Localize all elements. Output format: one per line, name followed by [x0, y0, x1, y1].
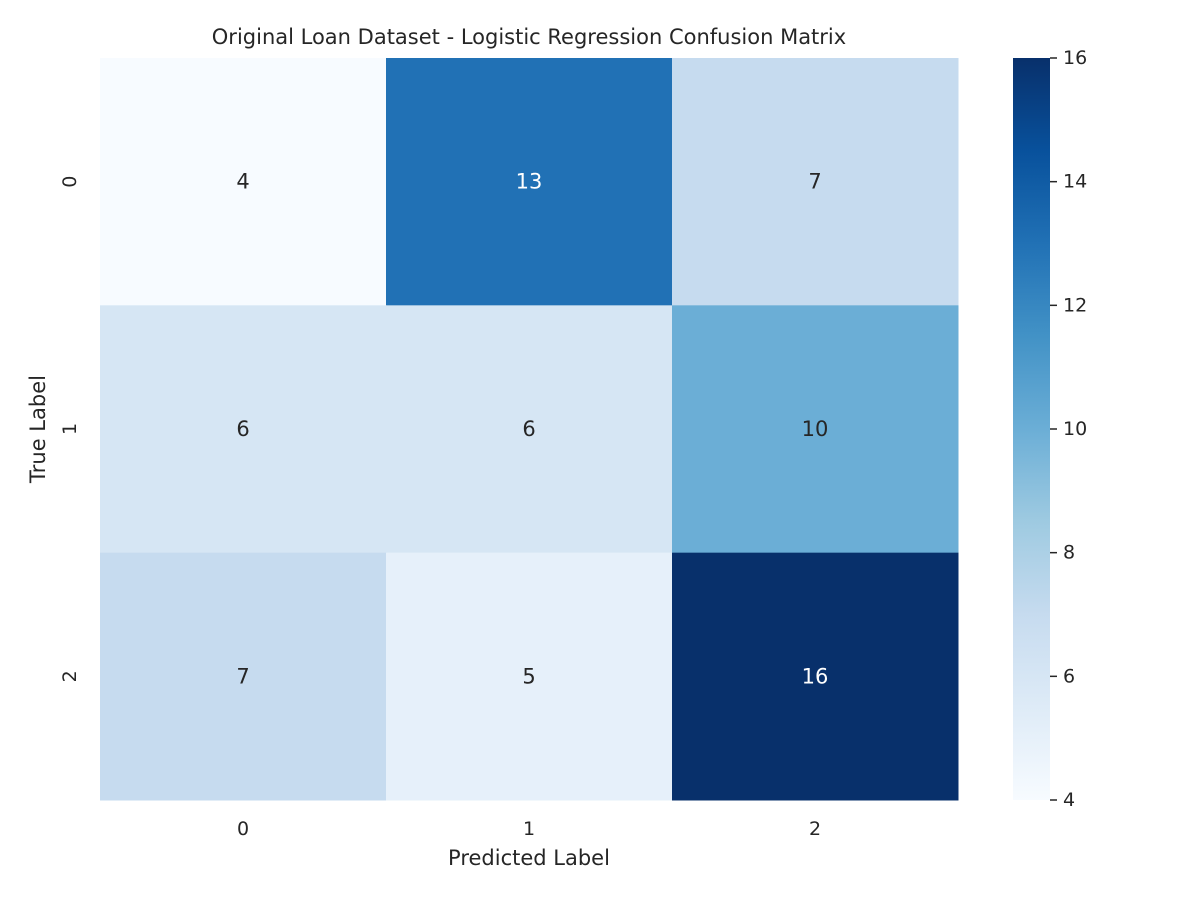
cell-value-label: 16 — [802, 664, 829, 688]
colorbar-tick-label: 10 — [1063, 418, 1087, 440]
colorbar-tick-label: 6 — [1063, 665, 1075, 687]
heatmap-cell — [386, 58, 673, 306]
colorbar-tick-label: 16 — [1063, 47, 1087, 69]
heatmap-cell — [100, 305, 387, 554]
colorbar-ticks: 4 6 8 10 12 14 16 — [1050, 47, 1087, 811]
y-tick-label: 0 — [59, 176, 81, 188]
cell-value-label: 6 — [236, 417, 249, 441]
heatmap-cell — [672, 552, 959, 801]
heatmap-cell — [100, 58, 387, 306]
x-tick-label: 2 — [809, 818, 821, 840]
x-tick-label: 1 — [523, 818, 535, 840]
chart-title: Original Loan Dataset - Logistic Regress… — [212, 25, 846, 49]
cell-value-label: 6 — [522, 417, 535, 441]
cell-value-label: 13 — [516, 170, 543, 194]
colorbar-tick-label: 14 — [1063, 171, 1087, 193]
colorbar-tick-label: 4 — [1063, 789, 1075, 811]
heatmap-cell — [672, 58, 959, 306]
x-tick-label: 0 — [237, 818, 249, 840]
heatmap-cell — [672, 305, 959, 554]
heatmap-cell — [386, 305, 673, 554]
x-tick-labels: 0 1 2 — [237, 818, 821, 840]
heatmap-cell — [100, 552, 387, 801]
colorbar-tick-label: 12 — [1063, 294, 1087, 316]
cell-value-label: 5 — [522, 664, 535, 688]
colorbar-tick-label: 8 — [1063, 542, 1075, 564]
cell-value-label: 7 — [808, 170, 821, 194]
x-axis-label: Predicted Label — [448, 846, 610, 870]
cell-value-label: 4 — [236, 170, 249, 194]
cell-value-label: 7 — [236, 664, 249, 688]
y-tick-label: 2 — [59, 670, 81, 682]
cell-value-label: 10 — [802, 417, 829, 441]
colorbar — [1013, 58, 1050, 800]
heatmap-cells: 4 13 7 6 6 10 7 5 16 — [100, 58, 959, 801]
y-tick-label: 1 — [59, 423, 81, 435]
y-axis-label: True Label — [26, 375, 50, 484]
y-tick-labels: 0 1 2 — [59, 176, 81, 683]
heatmap-cell — [386, 552, 673, 801]
